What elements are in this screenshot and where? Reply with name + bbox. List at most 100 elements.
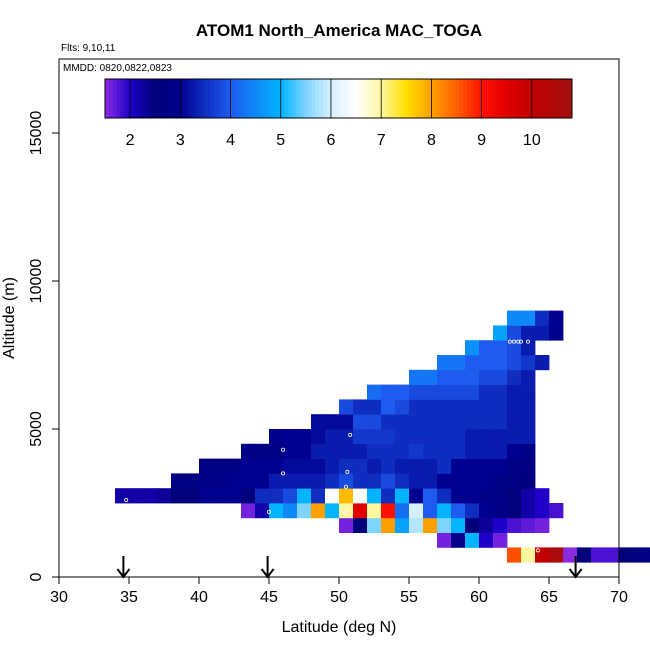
heatmap-cell bbox=[507, 473, 522, 489]
x-tick-label: 45 bbox=[260, 589, 278, 606]
heatmap-cell bbox=[227, 458, 242, 474]
heatmap-cell bbox=[409, 503, 424, 519]
heatmap-cell bbox=[493, 414, 508, 430]
heatmap-cell bbox=[451, 503, 466, 519]
heatmap-cell bbox=[367, 458, 382, 474]
heatmap-cell bbox=[507, 399, 522, 415]
x-axis: 30 35 40 45 50 55 60 65 70 bbox=[50, 577, 628, 606]
colorbar-segment bbox=[163, 79, 168, 118]
heatmap-cell bbox=[171, 473, 186, 489]
heatmap-cell bbox=[381, 517, 396, 533]
heatmap-cell bbox=[479, 532, 494, 548]
colorbar-tick-label: 2 bbox=[126, 132, 135, 149]
heatmap-cell bbox=[395, 384, 410, 400]
heatmap-cell bbox=[451, 458, 466, 474]
sample-point bbox=[280, 471, 285, 476]
heatmap-cell bbox=[129, 488, 144, 504]
heatmap-cell bbox=[465, 414, 480, 430]
heatmap-cell bbox=[451, 488, 466, 504]
heatmap-cell bbox=[409, 384, 424, 400]
heatmap-cell bbox=[507, 488, 522, 504]
heatmap-cell bbox=[521, 473, 536, 489]
colorbar-segment bbox=[206, 79, 211, 118]
heatmap-cell bbox=[395, 517, 410, 533]
heatmap-cell bbox=[521, 399, 536, 415]
heatmap-cell bbox=[423, 414, 438, 430]
heatmap-cell bbox=[325, 458, 340, 474]
heatmap-cell bbox=[409, 443, 424, 459]
heatmap-cell bbox=[451, 399, 466, 415]
colorbar-segment bbox=[404, 79, 410, 118]
sample-point bbox=[516, 339, 521, 344]
colorbar-segment bbox=[408, 79, 413, 118]
colorbar-tick-label: 4 bbox=[226, 132, 235, 149]
heatmap-cell bbox=[451, 517, 466, 533]
heatmap-cell bbox=[297, 443, 312, 459]
colorbar-segment bbox=[248, 79, 254, 118]
sample-point bbox=[535, 548, 540, 553]
heatmap-cell bbox=[409, 517, 424, 533]
colorbar-tick-label: 9 bbox=[477, 132, 486, 149]
heatmap-cell bbox=[465, 517, 480, 533]
heatmap-cell bbox=[493, 369, 508, 385]
heatmap-cell bbox=[507, 384, 522, 400]
heatmap-cell bbox=[339, 443, 354, 459]
colorbar-segment bbox=[315, 79, 320, 118]
heatmap-cell bbox=[479, 384, 494, 400]
heatmap-cell bbox=[437, 503, 452, 519]
colorbar-ticks: 2 3 4 5 6 7 8 9 10 bbox=[126, 79, 541, 149]
heatmap-cell bbox=[591, 547, 606, 563]
colorbar-tick-label: 8 bbox=[427, 132, 436, 149]
colorbar-segment bbox=[155, 79, 160, 118]
colorbar-segment bbox=[365, 79, 371, 118]
heatmap-cell bbox=[199, 488, 214, 504]
heatmap-cell bbox=[451, 355, 466, 371]
heatmap-cell bbox=[465, 443, 480, 459]
heatmap-cell bbox=[409, 429, 424, 445]
colorbar-segment bbox=[361, 79, 367, 118]
colorbar-tick-label: 7 bbox=[377, 132, 386, 149]
colorbar-segment bbox=[217, 79, 223, 118]
heatmap-cell bbox=[521, 547, 536, 563]
heatmap-cell bbox=[199, 458, 214, 474]
heatmap-cell bbox=[535, 310, 550, 326]
sample-point bbox=[342, 509, 347, 514]
heatmap-cell bbox=[353, 429, 368, 445]
heatmap-cell bbox=[493, 443, 508, 459]
heatmap-cell bbox=[325, 503, 340, 519]
colorbar-segment bbox=[159, 79, 164, 118]
colorbar-segment bbox=[385, 79, 390, 118]
heatmap-cell bbox=[199, 473, 214, 489]
heatmap-cell bbox=[521, 503, 536, 519]
heatmap-cell bbox=[115, 488, 130, 504]
colorbar-segment bbox=[533, 79, 538, 118]
colorbar-segment bbox=[311, 79, 316, 118]
colorbar-segment bbox=[186, 79, 192, 118]
colorbar-segment bbox=[377, 79, 382, 118]
heatmap-cell bbox=[423, 429, 438, 445]
flight-marker-arrow bbox=[260, 556, 275, 579]
colorbar-segment bbox=[198, 79, 203, 118]
colorbar-segment bbox=[256, 79, 262, 118]
heatmap-cell bbox=[325, 443, 340, 459]
colorbar-segment bbox=[513, 79, 519, 118]
heatmap-cell bbox=[479, 429, 494, 445]
heatmap-cell bbox=[297, 473, 312, 489]
heatmap-cell bbox=[479, 473, 494, 489]
colorbar-segment bbox=[548, 79, 554, 118]
heatmap-cell bbox=[479, 399, 494, 415]
heatmap-cell bbox=[325, 414, 340, 430]
heatmap-cell bbox=[521, 340, 536, 356]
heatmap-cell bbox=[423, 384, 438, 400]
heatmap-cell bbox=[577, 547, 592, 563]
y-tick-label: 10000 bbox=[28, 259, 45, 304]
heatmap-cell bbox=[423, 473, 438, 489]
heatmap-cell bbox=[353, 503, 368, 519]
colorbar-segment bbox=[540, 79, 546, 118]
heatmap-cell bbox=[479, 517, 494, 533]
heatmap-cell bbox=[367, 414, 382, 430]
colorbar-tick-label: 10 bbox=[523, 132, 541, 149]
sample-points bbox=[124, 339, 540, 553]
colorbar-segment bbox=[319, 79, 324, 118]
heatmap-cell bbox=[507, 355, 522, 371]
